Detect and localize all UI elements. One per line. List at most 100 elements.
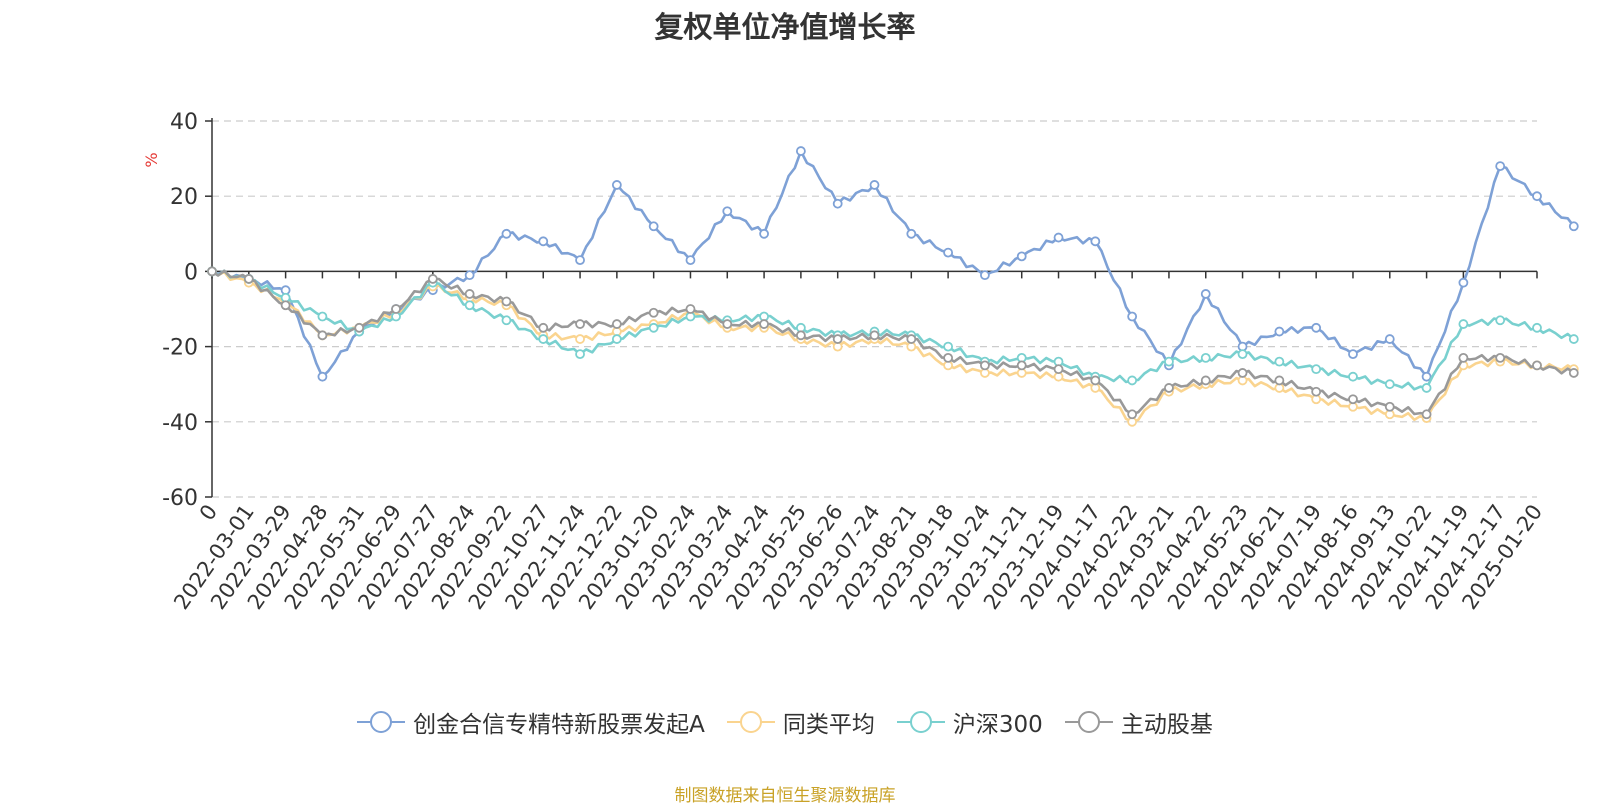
data-point [1348,349,1358,360]
data-point [1016,360,1027,371]
data-point [1568,334,1579,344]
series-line [211,269,1575,391]
data-point [832,198,843,209]
series-lines [207,146,1579,427]
data-point [648,221,659,232]
data-point [1568,368,1579,378]
data-point [1053,232,1064,243]
data-point [1568,221,1579,232]
data-point [722,206,733,217]
data-point [464,300,475,311]
legend: 创金合信专精特新股票发起A 同类平均 沪深300 主动股基 [0,705,1570,739]
data-point [869,180,880,190]
data-point [243,274,254,284]
data-point [464,270,475,281]
data-point [1384,379,1395,390]
data-point [1421,409,1432,420]
data-point [317,330,328,341]
data-point [1384,334,1395,344]
data-point [759,319,769,329]
data-point [1127,311,1138,322]
data-point [869,330,880,341]
data-point [575,319,585,329]
data-point [501,296,512,307]
data-point [980,360,990,371]
data-point [464,289,475,299]
data-point [1237,349,1248,360]
data-point [1348,394,1358,405]
data-point [611,334,622,344]
legend-marker-icon [896,711,945,733]
x-tick-label: 0 [195,500,222,525]
data-point [1311,364,1322,375]
grid-lines [212,120,1537,498]
axis-labels: -60-40-2002040%02022-03-012022-03-292022… [142,110,1547,614]
data-point [391,304,401,314]
data-point [317,311,328,322]
data-point [1164,356,1174,367]
data-point [1495,352,1506,363]
data-point [1164,383,1174,393]
data-point [538,236,549,247]
data-point [1311,386,1322,397]
data-point [1200,352,1211,363]
legend-marker-icon [1064,711,1113,733]
data-point [685,255,696,266]
data-point [648,322,659,333]
data-point [1053,364,1064,375]
legend-marker-icon [726,711,775,733]
y-tick-label: -20 [162,336,198,361]
data-point [943,247,954,258]
legend-label: 同类平均 [782,712,875,738]
data-point [1532,322,1542,333]
data-point [1090,236,1101,247]
data-point [980,270,990,281]
data-point [1274,326,1285,337]
data-point [943,341,954,352]
legend-item[interactable]: 创金合信专精特新股票发起A [357,705,705,739]
legend-marker-icon [357,711,406,733]
data-point [685,304,696,314]
data-point [538,322,549,333]
data-point [1090,375,1101,386]
legend-item[interactable]: 同类平均 [726,705,875,739]
data-point [611,319,622,329]
y-tick-label: 0 [184,260,198,285]
data-point [1495,161,1506,172]
data-point [207,266,217,277]
data-point [1421,383,1432,393]
data-point [1532,191,1542,202]
data-point [354,322,365,333]
data-point [427,274,438,284]
data-point [1237,368,1248,378]
data-point [1311,322,1322,333]
data-point [538,334,549,344]
data-point [1016,251,1027,262]
data-point [501,228,512,239]
data-point [317,371,328,382]
legend-item[interactable]: 沪深300 [896,705,1043,739]
data-point [832,334,843,344]
data-point [1127,409,1138,420]
data-point [501,315,512,326]
y-tick-label: -60 [162,486,198,511]
y-tick-label: 20 [170,185,198,210]
data-point [1458,319,1469,329]
legend-label: 创金合信专精特新股票发起A [413,712,705,738]
legend-label: 沪深300 [952,712,1043,738]
data-point [575,255,585,266]
data-point [1274,375,1285,386]
y-tick-label: -40 [162,411,198,436]
data-point [759,228,769,239]
data-point [722,319,733,329]
data-point [906,228,917,239]
y-axis-label: % [142,152,161,167]
legend-item[interactable]: 主动股基 [1064,705,1213,739]
data-point [575,334,585,344]
data-point [648,307,659,318]
data-point [611,180,622,190]
chart-title: 复权单位净值增长率 [654,10,916,44]
legend-label: 主动股基 [1120,712,1213,738]
series-line [211,269,1575,416]
